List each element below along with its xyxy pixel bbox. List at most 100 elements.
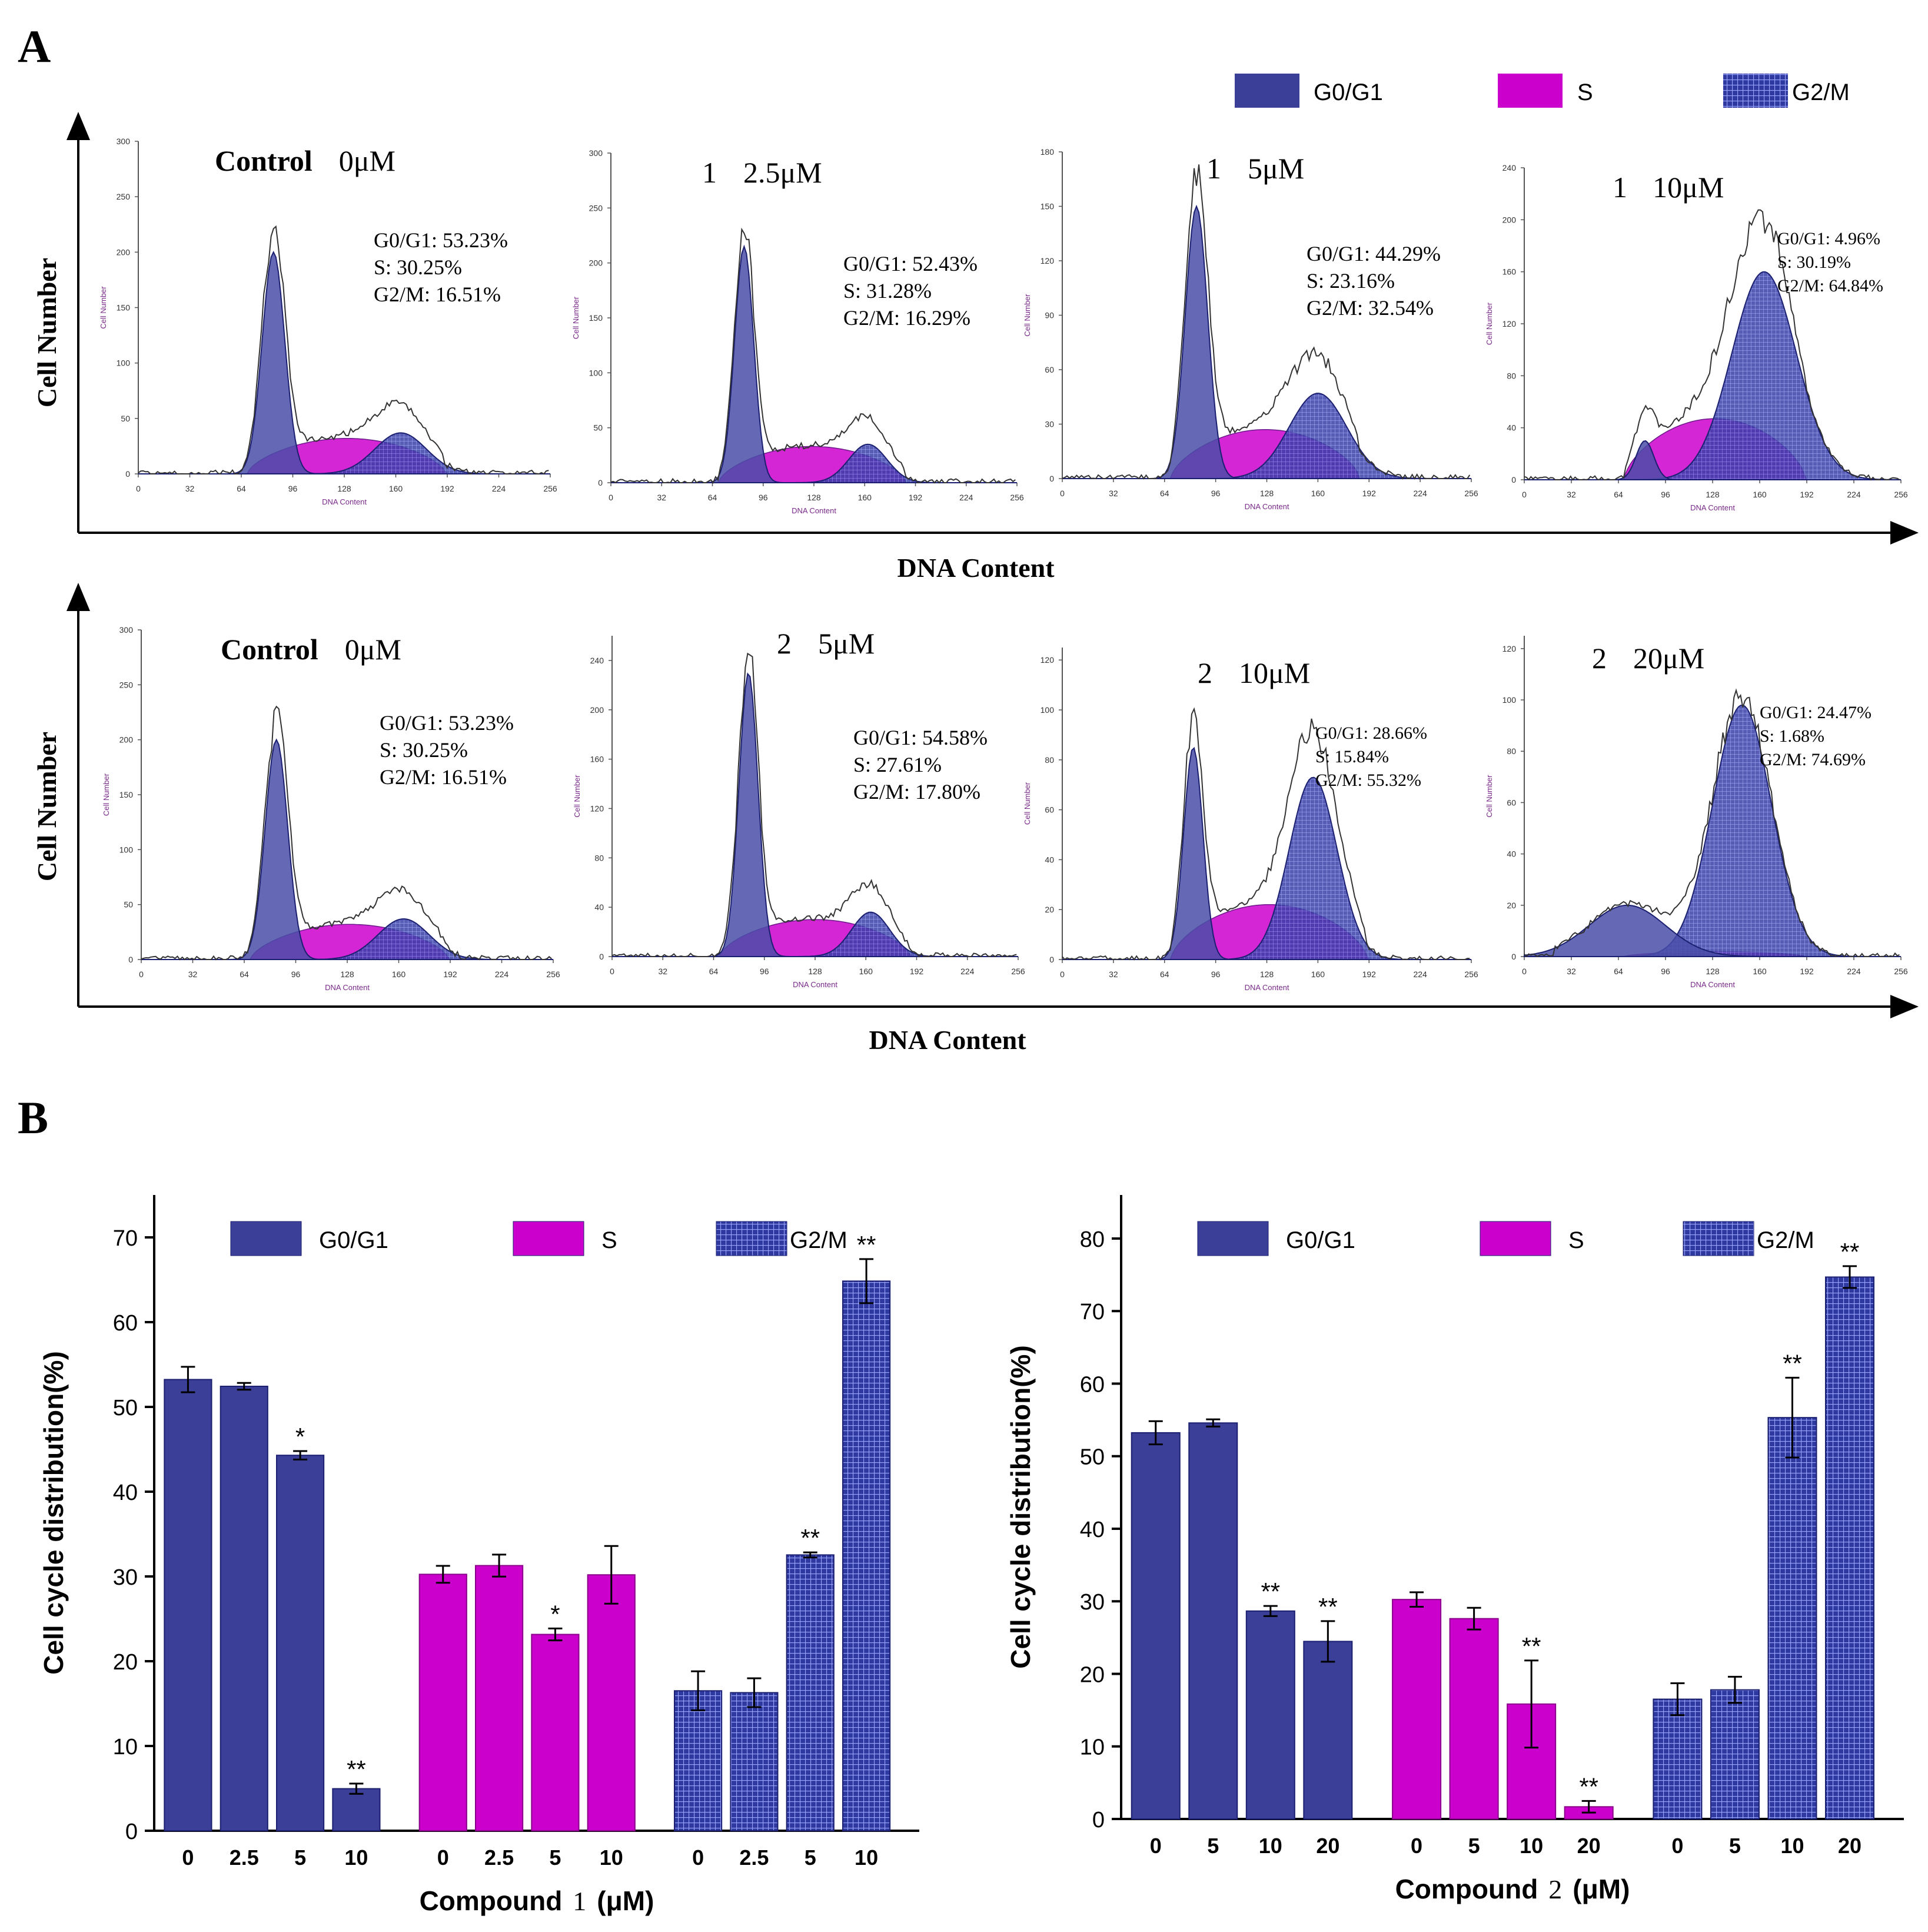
histogram-title-concentration: 0μM <box>345 633 401 666</box>
bar-legend-label: G0/G1 <box>1286 1227 1355 1253</box>
bar-xlabel: Compound 1 (μM) <box>420 1885 654 1916</box>
histogram-title-concentration: 0μM <box>339 144 395 177</box>
histogram-x-tick-label: 96 <box>1211 489 1221 498</box>
bar-x-tick-label: 10 <box>344 1845 368 1870</box>
histogram-x-tick-label: 256 <box>1464 489 1478 498</box>
bar-significance-mark: ** <box>1261 1578 1280 1605</box>
histogram-x-tick-label: 0 <box>139 970 144 979</box>
histogram-g2m-area <box>1524 271 1902 480</box>
bar-significance-mark: ** <box>800 1524 820 1552</box>
bar-g0g1 <box>276 1455 325 1832</box>
bar-legend-swatch <box>230 1221 302 1256</box>
histogram-x-tick-label: 0 <box>1060 489 1065 498</box>
histogram-x-tick-label: 0 <box>1060 970 1065 979</box>
histogram-xlabel: DNA Content <box>325 983 370 992</box>
histogram-y-tick-label: 200 <box>117 247 131 257</box>
histogram-title: 1 2.5μM <box>702 156 822 189</box>
panel-a-label: A <box>18 21 51 72</box>
histogram-x-tick-label: 32 <box>658 967 667 976</box>
histogram-x-tick-label: 0 <box>610 967 614 976</box>
bar-xlabel-unit: (μM) <box>597 1885 654 1916</box>
histogram-raw-trace <box>1062 707 1470 961</box>
histogram-x-tick-label: 128 <box>340 970 354 979</box>
histogram-stat-line: S: 30.19% <box>1777 253 1851 272</box>
histogram-title-concentration: 5μM <box>818 627 875 660</box>
bar-significance-mark: ** <box>1840 1238 1860 1266</box>
histogram-title-concentration: 10μM <box>1653 171 1724 204</box>
histogram-stat-line: S: 1.68% <box>1760 726 1824 746</box>
histogram-x-tick-label: 256 <box>1894 967 1908 976</box>
histogram-x-tick-label: 192 <box>443 970 457 979</box>
histogram-y-tick-label: 200 <box>590 705 604 715</box>
histogram-stat-line: G0/G1: 53.23% <box>374 228 508 252</box>
bar-g2m <box>730 1692 779 1832</box>
histogram-s-area <box>611 446 1017 483</box>
bar-x-tick-label: 0 <box>437 1845 449 1870</box>
histogram-stat-line: S: 31.28% <box>843 279 932 303</box>
bar-legend-label: G2/M <box>1757 1227 1814 1253</box>
bar-xlabel-unit: (μM) <box>1573 1874 1630 1904</box>
histogram-xlabel: DNA Content <box>1245 983 1289 992</box>
histogram-title-compound: 2 <box>1198 656 1212 689</box>
bar-ylabel: Cell cycle distribution(%) <box>1005 1345 1036 1669</box>
histogram-y-tick-label: 0 <box>599 952 604 961</box>
histogram-x-tick-label: 224 <box>495 970 509 979</box>
bar-s <box>475 1565 524 1832</box>
bar-g0g1 <box>1131 1432 1181 1820</box>
histogram-y-tick-label: 20 <box>1045 905 1054 914</box>
histogram-y-tick-label: 200 <box>1502 215 1517 224</box>
histogram-y-tick-label: 60 <box>1045 365 1054 374</box>
histogram-xlabel: DNA Content <box>322 497 367 506</box>
histogram-y-tick-label: 160 <box>590 755 604 764</box>
histogram-y-tick-label: 80 <box>1507 371 1516 380</box>
histogram-g0g1-area <box>612 672 1018 957</box>
histogram-title-concentration: 5μM <box>1248 152 1304 185</box>
histogram-ylabel: Cell Number <box>99 286 108 329</box>
histogram-title: Control 0μM <box>215 144 395 177</box>
histogram-x-tick-label: 256 <box>543 484 557 493</box>
histogram-x-tick-label: 160 <box>392 970 406 979</box>
bar-significance-mark: ** <box>1579 1772 1598 1800</box>
bar-significance-mark: ** <box>857 1231 876 1259</box>
bar-y-tick-label: 60 <box>113 1311 138 1336</box>
bar-y-tick-label: 0 <box>1092 1808 1105 1833</box>
bar-y-tick-label: 30 <box>113 1565 138 1590</box>
histogram-raw-trace <box>1524 209 1900 481</box>
histogram-x-tick-label: 256 <box>1010 493 1024 502</box>
bar-g0g1 <box>220 1386 268 1832</box>
histogram-ylabel: Cell Number <box>1485 775 1494 818</box>
histogram-stat-line: G2/M: 74.69% <box>1760 750 1866 769</box>
bar-g0g1 <box>332 1788 381 1831</box>
bar-significance-mark: ** <box>347 1755 366 1783</box>
histogram-stat-line: S: 30.25% <box>380 738 468 762</box>
histogram-s-area <box>141 924 553 960</box>
legend-swatch-s <box>1498 74 1563 108</box>
histogram-stat-line: G0/G1: 28.66% <box>1315 723 1427 743</box>
histogram-x-tick-label: 64 <box>1160 489 1169 498</box>
histogram-s-area <box>138 437 550 474</box>
histogram-x-tick-label: 32 <box>1567 490 1576 499</box>
bar-legend-swatch <box>716 1221 787 1256</box>
histogram-y-tick-label: 200 <box>589 258 603 268</box>
bar-legend-swatch <box>513 1221 584 1256</box>
histogram-x-tick-label: 96 <box>1661 490 1670 499</box>
histogram-stat-line: G0/G1: 24.47% <box>1760 703 1872 722</box>
histogram-y-tick-label: 300 <box>589 148 603 158</box>
bar-y-tick-label: 40 <box>113 1480 138 1505</box>
histogram-g2m-area <box>1062 776 1471 960</box>
bar-x-tick-label: 5 <box>1207 1834 1219 1858</box>
histogram-y-tick-label: 60 <box>1045 805 1054 815</box>
histogram-x-tick-label: 224 <box>1847 967 1861 976</box>
histogram-y-tick-label: 50 <box>121 414 130 423</box>
histogram-title-concentration: 10μM <box>1239 656 1310 689</box>
histogram-g2m-area <box>1524 704 1901 957</box>
bar-x-tick-label: 2.5 <box>230 1845 259 1870</box>
bar-significance-mark: * <box>295 1423 305 1450</box>
bar-y-tick-label: 50 <box>1080 1445 1105 1470</box>
histogram-xlabel: DNA Content <box>793 980 837 989</box>
histogram-title-concentration: 20μM <box>1633 642 1704 675</box>
histogram-raw-trace <box>611 652 1017 958</box>
bar-y-tick-label: 20 <box>1080 1662 1105 1687</box>
histogram-y-tick-label: 0 <box>1049 955 1054 964</box>
bar-g0g1 <box>1188 1422 1238 1820</box>
